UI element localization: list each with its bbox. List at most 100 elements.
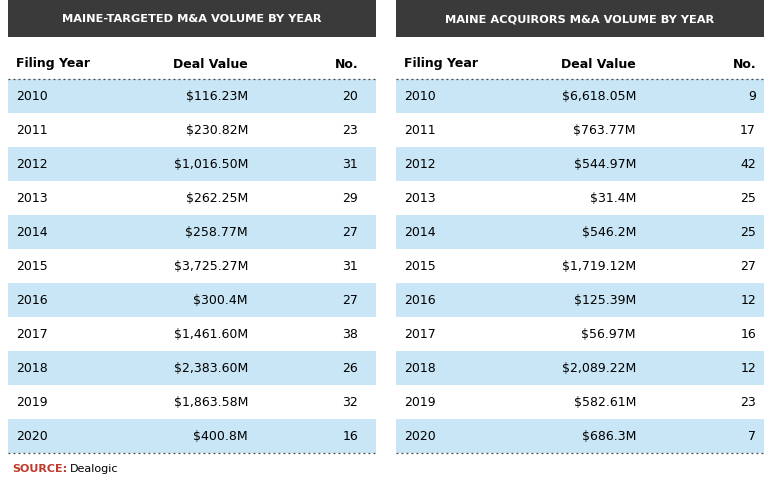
Bar <box>8 283 376 317</box>
Text: 2020: 2020 <box>16 430 48 443</box>
Bar <box>8 216 376 250</box>
Text: $400.8M: $400.8M <box>193 430 248 443</box>
Bar <box>8 148 376 181</box>
Text: 42: 42 <box>740 158 756 171</box>
Bar <box>396 148 764 181</box>
Text: 2012: 2012 <box>16 158 48 171</box>
Text: 2014: 2014 <box>16 226 48 239</box>
Text: $1,863.58M: $1,863.58M <box>173 396 248 408</box>
Text: 20: 20 <box>342 90 358 103</box>
Text: 9: 9 <box>748 90 756 103</box>
Text: 2016: 2016 <box>16 294 48 307</box>
Text: 7: 7 <box>748 430 756 443</box>
Bar <box>396 283 764 317</box>
Text: 2011: 2011 <box>16 124 48 137</box>
Text: 25: 25 <box>740 226 756 239</box>
Text: $31.4M: $31.4M <box>590 192 636 205</box>
Text: Filing Year: Filing Year <box>16 58 90 71</box>
Text: $582.61M: $582.61M <box>574 396 636 408</box>
Text: $2,383.60M: $2,383.60M <box>174 362 248 375</box>
Text: 2019: 2019 <box>16 396 48 408</box>
Text: MAINE ACQUIRORS M&A VOLUME BY YEAR: MAINE ACQUIRORS M&A VOLUME BY YEAR <box>445 14 715 24</box>
Text: 12: 12 <box>740 294 756 307</box>
Text: $2,089.22M: $2,089.22M <box>562 362 636 375</box>
Text: 2011: 2011 <box>404 124 436 137</box>
Text: 2015: 2015 <box>16 260 48 273</box>
Bar <box>8 317 376 351</box>
Text: 2018: 2018 <box>404 362 436 375</box>
Text: 2020: 2020 <box>404 430 436 443</box>
Text: $686.3M: $686.3M <box>581 430 636 443</box>
Text: 2016: 2016 <box>404 294 436 307</box>
Bar <box>8 419 376 453</box>
Bar <box>396 317 764 351</box>
Text: MAINE-TARGETED M&A VOLUME BY YEAR: MAINE-TARGETED M&A VOLUME BY YEAR <box>62 14 322 24</box>
Text: 2018: 2018 <box>16 362 48 375</box>
Text: $546.2M: $546.2M <box>581 226 636 239</box>
Bar <box>8 181 376 216</box>
Bar <box>8 385 376 419</box>
Text: 38: 38 <box>342 328 358 341</box>
Text: 2015: 2015 <box>404 260 436 273</box>
Bar <box>396 419 764 453</box>
Text: Deal Value: Deal Value <box>561 58 636 71</box>
Text: 2019: 2019 <box>404 396 436 408</box>
Bar <box>396 181 764 216</box>
Bar <box>396 250 764 283</box>
Text: Dealogic: Dealogic <box>70 463 119 473</box>
Text: 29: 29 <box>342 192 358 205</box>
Text: 26: 26 <box>342 362 358 375</box>
Text: No.: No. <box>334 58 358 71</box>
Text: 27: 27 <box>342 294 358 307</box>
Text: 25: 25 <box>740 192 756 205</box>
Text: $6,618.05M: $6,618.05M <box>561 90 636 103</box>
Bar <box>396 385 764 419</box>
Text: $262.25M: $262.25M <box>186 192 248 205</box>
Bar <box>8 0 376 38</box>
Text: $56.97M: $56.97M <box>581 328 636 341</box>
Text: $1,016.50M: $1,016.50M <box>173 158 248 171</box>
Text: 12: 12 <box>740 362 756 375</box>
Bar <box>8 250 376 283</box>
Text: $3,725.27M: $3,725.27M <box>173 260 248 273</box>
Text: 2012: 2012 <box>404 158 436 171</box>
Text: 2017: 2017 <box>16 328 48 341</box>
Text: Deal Value: Deal Value <box>173 58 248 71</box>
Text: $763.77M: $763.77M <box>574 124 636 137</box>
Text: $1,719.12M: $1,719.12M <box>562 260 636 273</box>
Bar <box>396 0 764 38</box>
Text: $230.82M: $230.82M <box>186 124 248 137</box>
Text: $258.77M: $258.77M <box>186 226 248 239</box>
Text: 23: 23 <box>342 124 358 137</box>
Text: $300.4M: $300.4M <box>193 294 248 307</box>
Text: 27: 27 <box>342 226 358 239</box>
Text: 2010: 2010 <box>404 90 436 103</box>
Text: 2013: 2013 <box>404 192 436 205</box>
Text: $116.23M: $116.23M <box>186 90 248 103</box>
Text: $1,461.60M: $1,461.60M <box>174 328 248 341</box>
Bar <box>8 80 376 114</box>
Text: 31: 31 <box>342 260 358 273</box>
Text: 17: 17 <box>740 124 756 137</box>
Text: 2014: 2014 <box>404 226 436 239</box>
Text: 2017: 2017 <box>404 328 436 341</box>
Text: 27: 27 <box>740 260 756 273</box>
Text: 32: 32 <box>342 396 358 408</box>
Text: No.: No. <box>732 58 756 71</box>
Text: 2013: 2013 <box>16 192 48 205</box>
Bar <box>396 114 764 148</box>
Text: SOURCE:: SOURCE: <box>12 463 67 473</box>
Bar <box>396 80 764 114</box>
Bar <box>396 216 764 250</box>
Bar <box>8 114 376 148</box>
Text: 31: 31 <box>342 158 358 171</box>
Text: $125.39M: $125.39M <box>574 294 636 307</box>
Text: $544.97M: $544.97M <box>574 158 636 171</box>
Text: 16: 16 <box>342 430 358 443</box>
Text: 2010: 2010 <box>16 90 48 103</box>
Text: 16: 16 <box>740 328 756 341</box>
Bar <box>8 351 376 385</box>
Bar <box>396 351 764 385</box>
Text: 23: 23 <box>740 396 756 408</box>
Text: Filing Year: Filing Year <box>404 58 478 71</box>
